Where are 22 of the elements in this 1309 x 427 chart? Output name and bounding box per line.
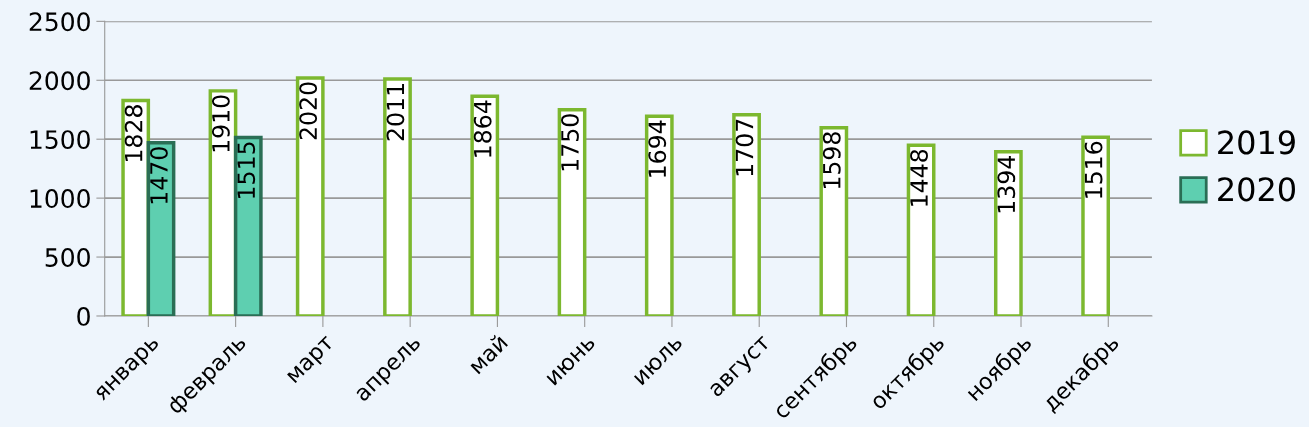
data-label: 1707 [735,119,754,176]
data-label: 2020 [299,82,318,140]
legend-label: 2019 [1218,130,1295,155]
y-tick-label: 2000 [29,71,90,91]
data-label: 1828 [124,105,143,161]
data-label: 2011 [386,84,405,141]
data-label: 1750 [561,114,579,171]
y-tick-label: 1500 [30,130,90,150]
data-label: 1694 [648,120,667,177]
data-label: 1598 [822,132,841,189]
y-tick-label: 2500 [29,12,90,32]
data-label: 1515 [237,142,256,198]
legend-label: 2020 [1218,177,1295,202]
y-tick-label: 500 [45,248,90,267]
data-label: 1864 [473,100,492,157]
data-label: 1910 [211,95,230,152]
y-tick-label: 0 [77,306,90,326]
data-label: 1394 [997,155,1016,213]
data-label: 1470 [150,147,168,204]
y-tick-label: 1000 [30,189,90,208]
data-label: 1448 [910,149,928,206]
data-label: 1516 [1084,141,1103,198]
